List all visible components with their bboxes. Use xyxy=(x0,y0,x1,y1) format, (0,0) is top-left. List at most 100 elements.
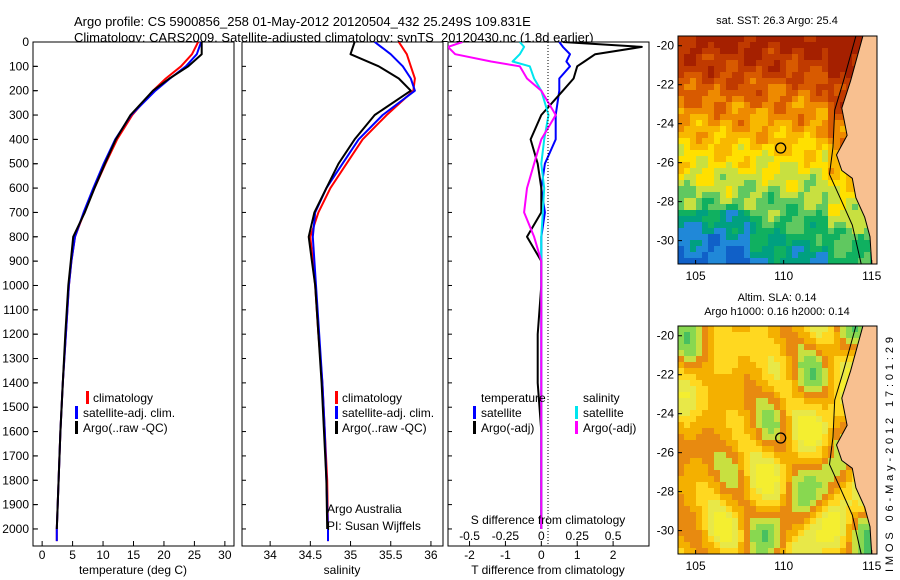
map-cell xyxy=(690,54,696,60)
map-cell xyxy=(816,222,822,228)
map-cell xyxy=(768,464,774,470)
map-cell xyxy=(798,84,804,90)
map-cell xyxy=(768,222,774,228)
map-cell xyxy=(810,84,816,90)
map-cell xyxy=(828,114,834,120)
map-cell xyxy=(816,72,822,78)
map-cell xyxy=(786,446,792,452)
map-cell xyxy=(756,482,762,488)
map-cell xyxy=(696,162,702,168)
map-cell xyxy=(816,488,822,494)
map-cell xyxy=(720,102,726,108)
map-cell xyxy=(780,338,786,344)
map-cell xyxy=(750,102,756,108)
map-cell xyxy=(840,542,846,548)
map-cell xyxy=(690,204,696,210)
map-cell xyxy=(792,204,798,210)
series-line-argo-raw-qc- xyxy=(307,42,412,530)
map-cell xyxy=(738,144,744,150)
map-cell xyxy=(840,524,846,530)
map-cell xyxy=(684,54,690,60)
legend-swatch-temp-argo xyxy=(473,421,476,434)
map-cell xyxy=(810,344,816,350)
map-cell xyxy=(792,452,798,458)
map-cell xyxy=(828,48,834,54)
map-cell xyxy=(756,78,762,84)
map-cell xyxy=(816,78,822,84)
map-cell xyxy=(816,228,822,234)
map-cell xyxy=(684,204,690,210)
map-cell xyxy=(684,380,690,386)
map-cell xyxy=(864,542,870,548)
map-cell xyxy=(762,168,768,174)
map-cell xyxy=(774,54,780,60)
map-cell xyxy=(798,150,804,156)
annotation-line1: Argo Australia xyxy=(327,502,402,516)
map-cell xyxy=(834,258,840,264)
map-cell xyxy=(690,446,696,452)
map-cell xyxy=(750,506,756,512)
map-cell xyxy=(852,246,858,252)
map-cell xyxy=(792,246,798,252)
series-line-salinity-argo-adj- xyxy=(448,42,557,529)
map-cell xyxy=(774,258,780,264)
map-cell xyxy=(738,42,744,48)
map-cell xyxy=(738,120,744,126)
map-cell xyxy=(690,356,696,362)
map-cell xyxy=(738,192,744,198)
map-y-tick-label: -20 xyxy=(657,329,675,343)
map-cell xyxy=(732,108,738,114)
map-cell xyxy=(816,524,822,530)
map-cell xyxy=(804,512,810,518)
x-tick-label: 30 xyxy=(218,548,232,562)
map-cell xyxy=(690,84,696,90)
map-cell xyxy=(846,488,852,494)
map-cell xyxy=(858,506,864,512)
map-cell xyxy=(828,428,834,434)
map-cell xyxy=(684,210,690,216)
map-cell xyxy=(690,132,696,138)
map-cell xyxy=(744,332,750,338)
map-cell xyxy=(816,470,822,476)
map-cell xyxy=(834,332,840,338)
map-cell xyxy=(732,452,738,458)
map-cell xyxy=(714,36,720,42)
map-cell xyxy=(678,536,684,542)
map-cell xyxy=(738,368,744,374)
map-cell xyxy=(846,48,852,54)
map-cell xyxy=(732,458,738,464)
map-cell xyxy=(756,258,762,264)
x-tick-label: 35.5 xyxy=(379,548,403,562)
map-cell xyxy=(702,344,708,350)
map-cell xyxy=(750,392,756,398)
map-cell xyxy=(720,332,726,338)
map-cell xyxy=(738,108,744,114)
timestamp-vertical: IMOS 06-May-2012 17:01:29 xyxy=(884,337,896,572)
map-cell xyxy=(762,192,768,198)
map-cell xyxy=(846,66,852,72)
map-cell xyxy=(708,258,714,264)
map-cell xyxy=(816,132,822,138)
map-cell xyxy=(810,36,816,42)
map-cell xyxy=(732,434,738,440)
map-cell xyxy=(846,210,852,216)
map-cell xyxy=(720,536,726,542)
map-cell xyxy=(732,180,738,186)
map-cell xyxy=(798,344,804,350)
map-cell xyxy=(762,416,768,422)
map-cell xyxy=(774,78,780,84)
map-cell xyxy=(726,506,732,512)
map-cell xyxy=(816,168,822,174)
map-cell xyxy=(684,524,690,530)
map-cell xyxy=(696,392,702,398)
map-cell xyxy=(678,192,684,198)
map-cell xyxy=(786,258,792,264)
map-cell xyxy=(834,512,840,518)
salinity-tick-label: 0.25 xyxy=(566,529,590,543)
depth-tick-label: 1500 xyxy=(2,400,29,414)
map-cell xyxy=(840,234,846,240)
map-cell xyxy=(756,108,762,114)
map-cell xyxy=(756,404,762,410)
map-cell xyxy=(678,518,684,524)
map-cell xyxy=(822,374,828,380)
